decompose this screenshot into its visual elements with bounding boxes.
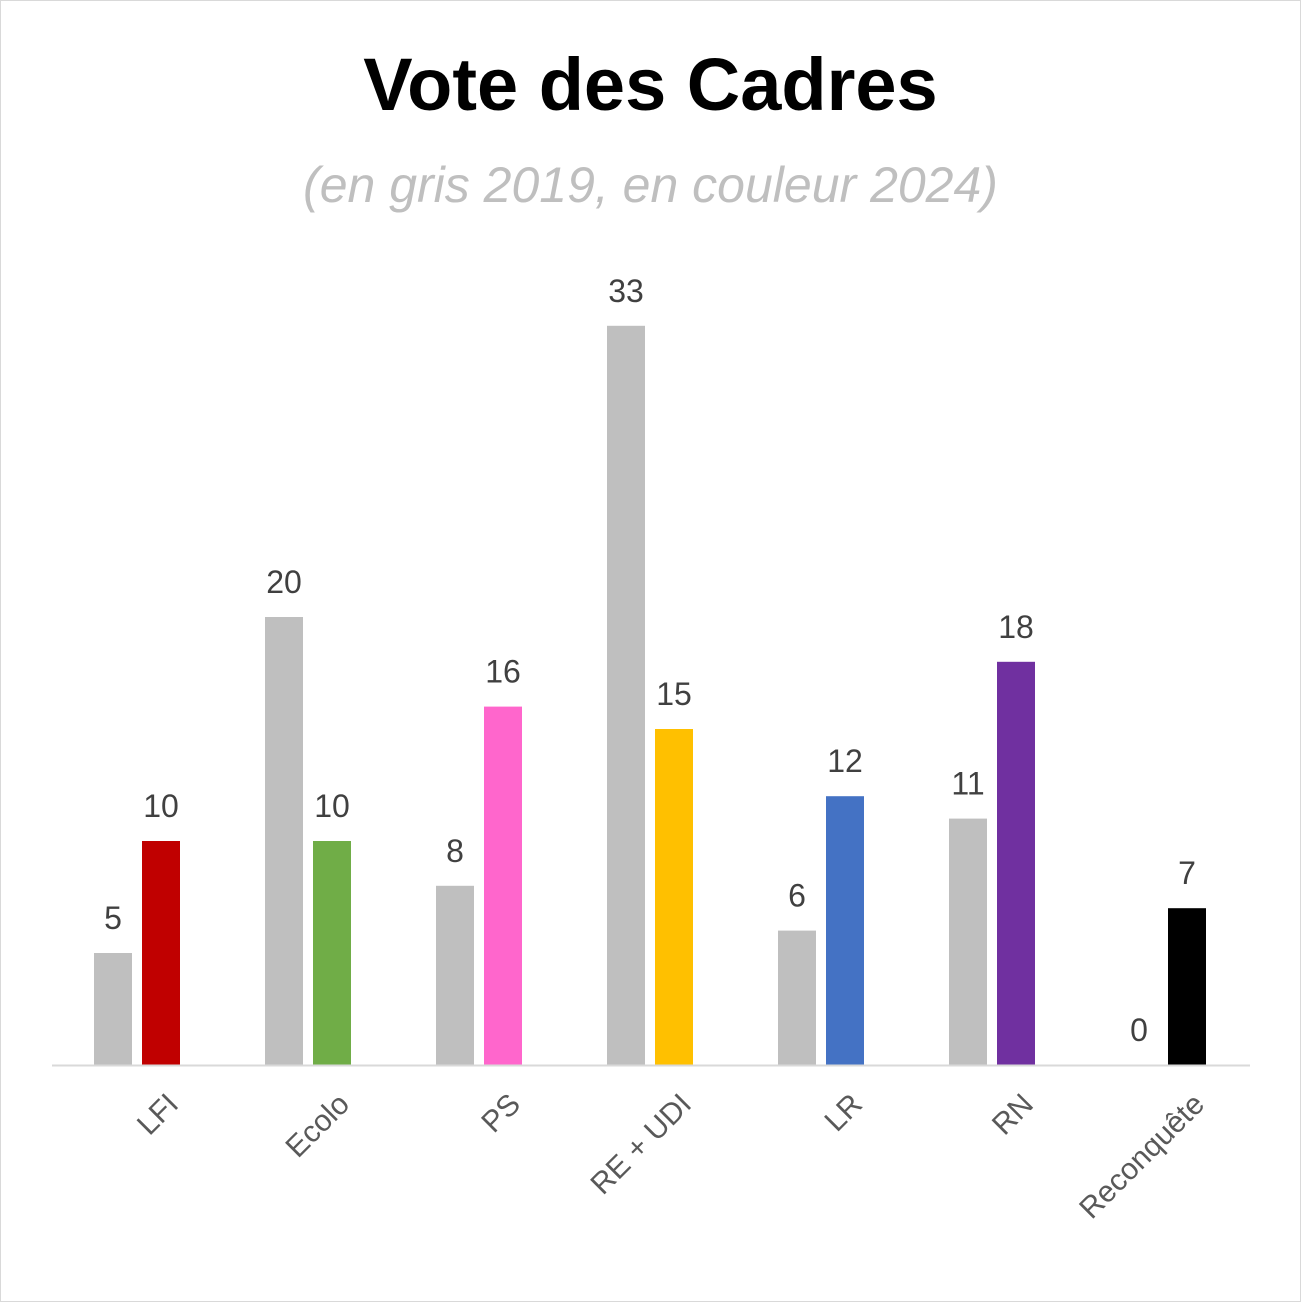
bar-group: [94, 325, 1206, 1065]
value-label-lr-series-2: 12: [827, 743, 863, 779]
bar-rn-series-2: [997, 661, 1035, 1065]
bar-reconqu-te-series-2: [1168, 908, 1206, 1065]
value-label-re-udi-series-1: 33: [608, 273, 644, 309]
category-label-rn: RN: [986, 1088, 1040, 1142]
bar-ecolo-series-1: [265, 617, 303, 1065]
category-label-lfi: LFI: [131, 1088, 185, 1142]
value-label-reconqu-te-series-2: 7: [1178, 855, 1196, 891]
value-label-rn-series-1: 11: [951, 766, 984, 802]
value-label-rn-series-2: 18: [998, 609, 1034, 645]
chart-subtitle: (en gris 2019, en couleur 2024): [303, 157, 998, 213]
bar-lr-series-2: [826, 796, 864, 1065]
bar-re-udi-series-1: [607, 325, 645, 1065]
value-label-lfi-series-2: 10: [143, 788, 179, 824]
category-label-re-udi: RE + UDI: [584, 1088, 698, 1202]
value-label-ecolo-series-2: 10: [314, 788, 350, 824]
value-label-lr-series-1: 6: [788, 878, 806, 914]
category-label-group: LFI Ecolo PS RE + UDI LR RN Reconquête: [131, 1088, 1211, 1226]
bar-lr-series-1: [778, 930, 816, 1065]
category-label-lr: LR: [818, 1088, 868, 1138]
bar-lfi-series-2: [142, 841, 180, 1065]
category-label-ps: PS: [475, 1088, 527, 1140]
bar-re-udi-series-2: [655, 729, 693, 1065]
value-label-lfi-series-1: 5: [104, 900, 122, 936]
bar-ps-series-1: [436, 885, 474, 1065]
bar-rn-series-1: [949, 818, 987, 1065]
value-label-ps-series-2: 16: [485, 654, 521, 690]
bar-lfi-series-1: [94, 953, 132, 1065]
chart-title: Vote des Cadres: [363, 43, 938, 126]
value-label-group: 5 10 20 10 8 16 33 15 6 12 11 18 0 7: [104, 273, 1196, 1048]
value-label-ps-series-1: 8: [446, 833, 464, 869]
bar-ecolo-series-2: [313, 841, 351, 1065]
value-label-ecolo-series-1: 20: [266, 564, 302, 600]
bar-ps-series-2: [484, 706, 522, 1065]
value-label-re-udi-series-2: 15: [656, 676, 692, 712]
category-label-ecolo: Ecolo: [280, 1088, 356, 1164]
category-label-reconqu-te: Reconquête: [1073, 1088, 1211, 1226]
value-label-reconqu-te-series-1: 0: [1130, 1012, 1148, 1048]
